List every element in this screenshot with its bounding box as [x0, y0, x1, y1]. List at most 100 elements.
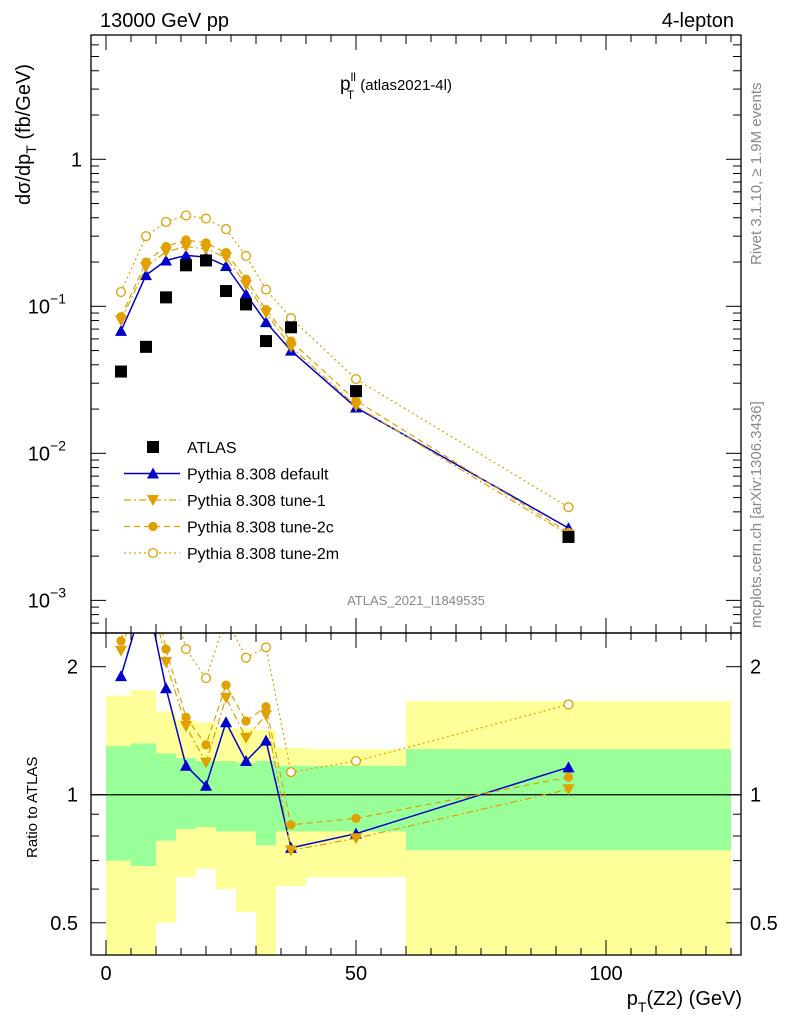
ratio-pythia-8-308-tune-2c-point — [221, 680, 231, 690]
pythia-8-308-default-point — [115, 324, 127, 336]
x-axis-label: pT(Z2) (GeV) — [627, 988, 742, 1015]
x-tick-label: 50 — [345, 963, 367, 985]
analysis-watermark: ATLAS_2021_I1849535 — [347, 593, 485, 608]
pythia-8-308-tune-2c-line — [120, 239, 569, 533]
pythia-8-308-default-point — [140, 269, 152, 281]
inner-band-bin — [106, 746, 131, 861]
ratio-pythia-8-308-default-point — [140, 586, 152, 597]
x-tick-label: 100 — [589, 963, 622, 985]
ratio-pythia-8-308-tune-2c-point — [161, 644, 171, 654]
pythia-8-308-tune-2c-point — [116, 312, 126, 322]
ratio-pythia-8-308-tune-2m-point — [240, 652, 252, 663]
ratio-series — [115, 559, 575, 857]
ratio-pythia-8-308-tune-2m-point — [285, 767, 297, 778]
legend: ATLAS Pythia 8.308 default Pythia 8.308 tu… — [124, 440, 339, 563]
ratio-pythia-8-308-default-point — [115, 670, 127, 682]
pythia-8-308-tune-2m-point — [115, 287, 127, 298]
ratio-pythia-8-308-tune-2m-point — [222, 614, 231, 623]
pythia-8-308-default-point — [220, 259, 232, 271]
pythia-8-308-tune-1-point — [200, 244, 212, 256]
ratio-pythia-8-308-tune-2c-point — [241, 716, 251, 726]
atlas-point — [180, 259, 192, 272]
inner-band-bin — [236, 762, 256, 832]
pythia-8-308-tune-2m-point — [160, 216, 172, 227]
ratio-pythia-8-308-tune-2m-point — [117, 559, 126, 568]
legend-entry-pythia-8-308-tune-1: Pythia 8.308 tune-1 — [124, 493, 326, 510]
pythia-8-308-default-point — [160, 254, 172, 266]
ratio-pythia-8-308-tune-1-point — [350, 833, 362, 845]
ratio-pythia-8-308-tune-2c-point — [261, 702, 271, 712]
ratio-y-tick-label-right: 1 — [750, 785, 761, 807]
pythia-8-308-tune-2c-point — [201, 238, 211, 248]
mcplots-reference-label: mcplots.cern.ch [arXiv:1306.3436] — [748, 401, 765, 628]
ratio-pythia-8-308-default-point — [562, 761, 575, 773]
ratio-pythia-8-308-default-point — [260, 734, 272, 746]
legend-label: Pythia 8.308 tune-2m — [187, 546, 339, 563]
legend-entry-pythia-8-308-default: Pythia 8.308 default — [124, 467, 329, 484]
ratio-pythia-8-308-default-point — [200, 779, 212, 791]
ratio-pythia-8-308-tune-1-point — [260, 709, 272, 721]
inner-band-bin — [131, 743, 156, 866]
ratio-pythia-8-308-default-point — [220, 716, 232, 728]
ratio-pythia-8-308-tune-2m-point — [260, 642, 272, 653]
header-channel: 4-lepton — [662, 10, 734, 32]
ratio-pythia-8-308-tune-1-point — [240, 732, 252, 744]
pythia-8-308-tune-2c-point — [221, 247, 231, 258]
ratio-pythia-8-308-tune-2c-point — [181, 712, 191, 722]
pythia-8-308-tune-2c-point — [286, 336, 296, 346]
ratio-pythia-8-308-default-point — [160, 682, 172, 694]
atlas-point — [240, 298, 252, 311]
top-series — [115, 210, 575, 543]
legend-marker — [147, 495, 159, 506]
pythia-8-308-tune-2m-point — [240, 250, 252, 262]
header-energy: 13000 GeV pp — [100, 10, 229, 32]
legend-label: Pythia 8.308 tune-1 — [187, 493, 326, 510]
pythia-8-308-tune-2c-point — [141, 257, 151, 267]
inner-band-bin — [176, 757, 196, 830]
atlas-point — [220, 285, 232, 298]
ratio-pythia-8-308-tune-2m-point — [180, 644, 192, 655]
pythia-8-308-tune-2m-point — [200, 213, 212, 224]
ratio-y-tick-label-left: 2 — [67, 657, 78, 679]
ratio-pythia-8-308-tune-1-point — [562, 784, 575, 796]
pythia-8-308-tune-1-point — [180, 241, 192, 253]
x-tick-label: 0 — [100, 963, 111, 985]
atlas-point — [285, 321, 297, 334]
pythia-8-308-tune-2c-point — [181, 235, 191, 245]
ratio-pythia-8-308-tune-2m-point — [350, 756, 362, 767]
legend-entry-atlas: ATLAS — [147, 440, 237, 457]
legend-entry-pythia-8-308-tune-2c: Pythia 8.308 tune-2c — [124, 520, 334, 537]
pythia-8-308-tune-2m-line — [120, 214, 569, 508]
pythia-8-308-default-point — [260, 316, 272, 328]
atlas-point — [200, 254, 212, 267]
ratio-pythia-8-308-tune-2c-point — [351, 813, 361, 823]
top-ylabel: dσ/dpT (fb/GeV) — [13, 64, 39, 205]
ratio-pythia-8-308-tune-1-point — [140, 564, 152, 575]
top-panel-frame — [90, 34, 742, 634]
ratio-pythia-8-308-tune-2m-point — [563, 699, 574, 710]
ratio-pythia-8-308-tune-2c-point — [116, 636, 126, 646]
inner-band-bin — [196, 761, 216, 827]
legend-label: Pythia 8.308 default — [187, 467, 329, 484]
ratio-y-tick-label-left: 1 — [67, 785, 78, 807]
ratio-pythia-8-308-tune-1-point — [200, 757, 212, 769]
ratio-panel-frame — [90, 632, 742, 956]
ratio-pythia-8-308-tune-2m-point — [200, 673, 212, 684]
pythia-8-308-tune-2c-point — [241, 274, 251, 284]
top-y-tick-label: 1 — [71, 149, 82, 171]
inner-band-bin — [216, 761, 236, 832]
ratio-ylabel: Ratio to ATLAS — [24, 757, 41, 858]
atlas-point — [562, 530, 575, 543]
legend-entry-pythia-8-308-tune-2m: Pythia 8.308 tune-2m — [124, 546, 339, 563]
top-y-tick-label: 10−3 — [28, 584, 66, 612]
ratio-pythia-8-308-tune-2c-point — [286, 820, 296, 830]
ratio-pythia-8-308-tune-2m-point — [162, 570, 171, 579]
ratio-pythia-8-308-tune-2c-line — [120, 633, 569, 826]
ratio-y-tick-label-right: 0.5 — [750, 913, 778, 935]
ratio-pythia-8-308-tune-2c-point — [201, 740, 211, 750]
inner-band-bin — [256, 761, 276, 846]
atlas-point — [140, 340, 152, 353]
legend-marker — [147, 441, 159, 453]
atlas-point — [115, 365, 127, 378]
